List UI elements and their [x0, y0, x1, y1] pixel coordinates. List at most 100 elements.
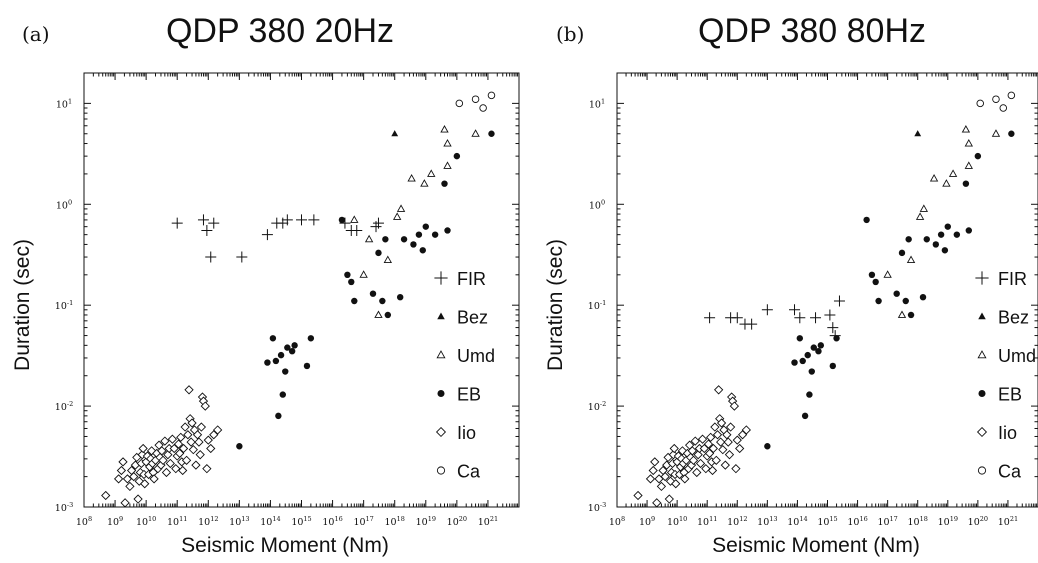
data-point-eb — [898, 249, 906, 257]
series-umd — [883, 125, 1001, 318]
data-point-iio — [149, 474, 159, 484]
data-point-eb — [815, 347, 822, 355]
data-point-eb — [419, 247, 426, 254]
data-point-eb — [236, 443, 243, 450]
data-point-fir — [704, 312, 716, 324]
x-tick-label: 1013 — [757, 515, 777, 528]
data-point-iio — [137, 450, 147, 460]
data-point-ca — [471, 95, 480, 103]
data-point-eb — [808, 368, 815, 375]
legend-label: FIR — [457, 269, 486, 289]
data-point-iio — [194, 437, 204, 447]
legend-label: Bez — [998, 308, 1029, 328]
data-point-umd — [364, 234, 374, 243]
series-eb — [236, 130, 495, 450]
panel-label: (b) — [556, 22, 584, 46]
data-point-eb — [810, 344, 817, 351]
data-marks — [101, 91, 496, 508]
data-point-fir — [171, 217, 183, 229]
data-point-umd — [374, 310, 383, 318]
legend-label: Bez — [457, 308, 488, 328]
data-point-iio — [716, 418, 727, 428]
data-point-eb — [269, 335, 277, 342]
x-tick-label: 1019 — [938, 515, 958, 528]
x-tick-label: 108 — [609, 515, 625, 528]
legend-item: Umd — [977, 346, 1036, 366]
data-point-iio — [196, 422, 207, 432]
data-point-eb — [907, 311, 915, 319]
data-point-iio — [165, 458, 175, 469]
series-iio — [101, 385, 223, 508]
plot-frame — [83, 72, 520, 508]
data-point-eb — [369, 290, 377, 297]
x-tick-label: 1020 — [968, 515, 988, 528]
x-tick-label: 1018 — [385, 515, 405, 528]
data-point-umd — [350, 215, 359, 223]
series-ca — [455, 91, 496, 112]
data-point-ca — [976, 99, 984, 108]
data-point-fir — [277, 217, 289, 229]
legend-marker-fir — [975, 271, 989, 285]
data-point-eb — [400, 236, 408, 243]
data-point-iio — [175, 448, 185, 459]
x-tick-label: 1011 — [167, 515, 187, 528]
data-point-fir — [281, 214, 293, 226]
legend-label: Iio — [998, 423, 1017, 443]
data-point-umd — [443, 139, 452, 147]
data-point-umd — [440, 125, 449, 133]
x-tick-label: 1014 — [260, 515, 280, 528]
data-point-eb — [375, 249, 382, 257]
y-tick-label: 101 — [589, 97, 605, 110]
data-point-eb — [937, 231, 945, 238]
data-point-iio — [181, 455, 192, 465]
legend-marker-eb — [978, 389, 986, 398]
data-point-eb — [284, 344, 291, 351]
data-point-iio — [125, 481, 135, 492]
data-point-iio — [693, 450, 703, 460]
data-point-iio — [191, 460, 201, 470]
x-tick-label: 1020 — [447, 515, 467, 528]
data-point-fir — [761, 304, 773, 316]
data-point-iio — [718, 445, 728, 455]
data-point-iio — [184, 385, 194, 395]
y-tick-label: 10-1 — [55, 299, 73, 312]
x-axis-title: Seismic Moment (Nm) — [712, 534, 920, 557]
data-point-iio — [669, 443, 679, 454]
data-point-eb — [893, 290, 900, 297]
data-point-fir — [208, 217, 220, 229]
data-point-umd — [942, 179, 951, 187]
legend-marker-umd — [977, 350, 987, 359]
legend: FIR Bez Umd EB Iio Ca — [975, 269, 1036, 482]
data-point-bez — [391, 130, 399, 137]
data-point-eb — [863, 216, 870, 224]
data-point-iio — [187, 418, 197, 428]
data-point-iio — [671, 479, 681, 489]
legend-item: FIR — [434, 269, 486, 289]
axis-ticks — [83, 72, 519, 508]
y-tick-label: 100 — [589, 198, 605, 211]
x-tick-label: 108 — [76, 515, 92, 528]
data-point-eb — [872, 278, 879, 286]
data-point-ca — [1007, 91, 1016, 100]
legend-item: Iio — [976, 423, 1017, 443]
data-marks — [633, 91, 1016, 508]
x-axis-title: Seismic Moment (Nm) — [181, 534, 389, 557]
x-tick-label: 1013 — [229, 515, 249, 528]
legend-label: Ca — [998, 462, 1022, 482]
data-point-umd — [915, 212, 925, 220]
data-point-iio — [668, 450, 679, 460]
data-point-fir — [197, 214, 209, 226]
x-tick-label: 1021 — [478, 515, 498, 528]
data-point-iio — [706, 432, 716, 442]
data-point-fir — [731, 312, 743, 324]
data-point-eb — [379, 297, 386, 305]
legend-item: EB — [437, 385, 481, 405]
data-point-iio — [660, 471, 670, 482]
data-point-eb — [833, 335, 840, 342]
data-point-iio — [183, 430, 193, 440]
data-point-iio — [186, 437, 196, 447]
legend-item: Umd — [436, 346, 495, 366]
data-point-iio — [690, 436, 700, 446]
data-point-eb — [291, 342, 298, 349]
data-point-iio — [664, 494, 674, 504]
